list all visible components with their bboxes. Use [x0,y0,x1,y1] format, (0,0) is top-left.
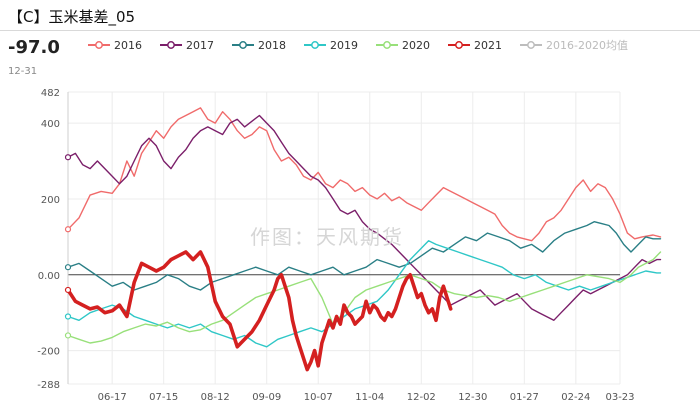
y-tick-label: 482 [41,88,60,99]
legend-line-circle-icon [520,41,542,49]
y-tick-label: -200 [37,347,60,358]
series-line-2017 [67,114,662,321]
legend-label: 2018 [258,38,286,52]
x-tick-label: 03-23 [605,392,634,403]
x-tick-label: 12-30 [458,392,487,403]
latest-value: -97.0 [8,37,60,58]
y-tick-label: 400 [41,119,60,130]
series-line-2018 [67,221,662,291]
x-tick-label: 06-17 [98,392,127,403]
x-tick-label: 09-09 [252,392,281,403]
legend-item-2016-2020均值[interactable]: 2016-2020均值 [520,37,628,53]
x-tick-label: 10-07 [304,392,333,403]
series-start-marker [64,154,72,161]
legend-line-circle-icon [160,41,182,49]
legend-line-circle-icon [304,41,326,49]
legend-label: 2016-2020均值 [546,39,628,52]
x-tick-label: 07-15 [149,392,178,403]
legend-label: 2019 [330,38,358,52]
legend-item-2016[interactable]: 2016 [88,39,142,52]
series-start-marker [64,313,72,320]
legend-line-circle-icon [448,41,470,49]
series-start-marker [64,226,72,233]
legend-item-2018[interactable]: 2018 [232,39,286,52]
series-line-2020 [67,251,662,344]
series-line-2019 [67,240,662,348]
y-tick-label: 200 [41,195,60,206]
legend-item-2020[interactable]: 2020 [376,39,430,52]
x-tick-label: 01-27 [510,392,539,403]
series-start-marker [64,264,72,271]
legend-line-circle-icon [376,41,398,49]
legend-line-circle-icon [88,41,110,49]
series-line-2016 [67,107,662,242]
legend-label: 2021 [474,38,502,52]
x-tick-label: 12-02 [407,392,436,403]
series-line-2021 [66,250,453,372]
legend-label: 2017 [186,38,214,52]
series-start-marker [64,332,72,339]
legend-item-2021[interactable]: 2021 [448,39,502,52]
series-start-marker [64,286,72,294]
x-tick-label: 08-12 [201,392,230,403]
chart-legend: 2016 2017 2018 2019 2020 2021 2016-2020均值 [88,36,646,54]
latest-date: 12-31 [8,66,38,77]
legend-label: 2020 [402,38,430,52]
header-divider [0,30,700,31]
legend-item-2019[interactable]: 2019 [304,39,358,52]
legend-item-2017[interactable]: 2017 [160,39,214,52]
legend-line-circle-icon [232,41,254,49]
y-tick-label: -288 [37,380,60,391]
x-tick-label: 11-04 [355,392,384,403]
y-tick-label: 0.00 [38,271,60,282]
x-tick-label: 02-24 [561,392,590,403]
chart-title: 【C】玉米基差_05 [8,8,136,26]
legend-label: 2016 [114,38,142,52]
